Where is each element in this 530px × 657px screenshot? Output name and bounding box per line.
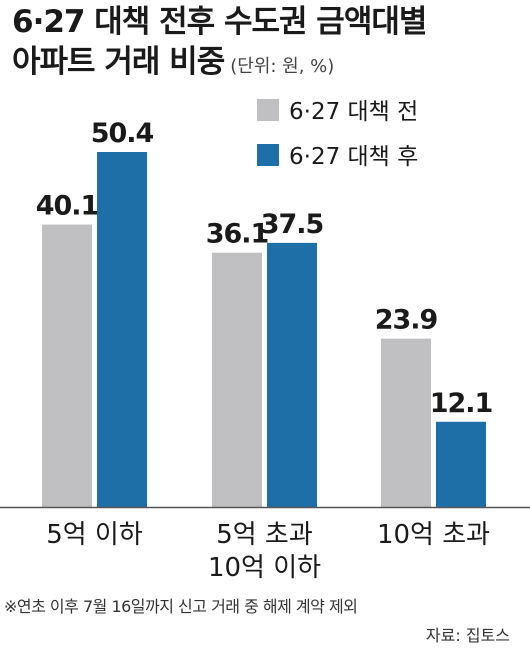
data-label-after-over-10: 12.1 xyxy=(430,388,493,419)
data-label-before-5-to-10: 36.1 xyxy=(206,219,269,250)
footnote: ※연초 이후 7월 16일까지 신고 거래 중 해제 계약 제외 xyxy=(4,597,358,616)
title-line-2: 아파트 거래 비중 xyxy=(12,44,225,80)
bar-after-5-to-10 xyxy=(267,242,317,507)
legend-label-before: 6·27 대책 전 xyxy=(289,99,418,125)
x-tick-label-under-5: 5억 이하 xyxy=(46,520,143,550)
legend-swatch-after xyxy=(257,144,279,166)
bar-before-over-10 xyxy=(381,338,431,507)
legend-swatch-before xyxy=(257,99,279,121)
x-tick-label-5-to-10-line2: 10억 이하 xyxy=(208,553,321,583)
bar-after-over-10 xyxy=(436,421,486,507)
bar-before-5-to-10 xyxy=(212,252,262,507)
data-label-before-over-10: 23.9 xyxy=(375,305,438,336)
source-label: 자료: 집토스 xyxy=(425,626,510,645)
data-label-after-under-5: 50.4 xyxy=(91,118,154,149)
title-line-1: 6·27 대책 전후 수도권 금액대별 xyxy=(12,4,427,40)
data-label-after-5-to-10: 37.5 xyxy=(261,209,324,240)
x-tick-label-over-10: 10억 초과 xyxy=(377,520,490,550)
data-label-before-under-5: 40.1 xyxy=(36,191,99,222)
bar-after-under-5 xyxy=(97,152,147,507)
chart-title: 6·27 대책 전후 수도권 금액대별 아파트 거래 비중 (단위: 원, %) xyxy=(12,2,427,87)
legend-label-after: 6·27 대책 후 xyxy=(289,144,418,170)
bar-before-under-5 xyxy=(42,224,92,507)
x-tick-label-5-to-10-line1: 5억 초과 xyxy=(216,520,313,550)
unit-label: (단위: 원, %) xyxy=(230,56,335,77)
